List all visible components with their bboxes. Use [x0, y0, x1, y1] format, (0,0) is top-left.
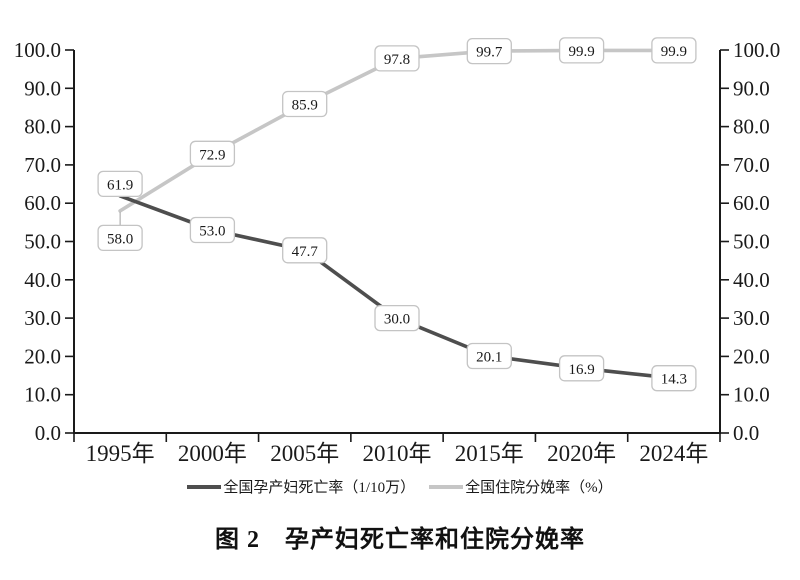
- chart-legend: 全国孕产妇死亡率（1/10万） 全国住院分娩率（%）: [0, 476, 800, 497]
- data-point-label: 61.9: [107, 177, 133, 193]
- y-tick-label-left: 100.0: [14, 38, 61, 62]
- y-tick-label-left: 70.0: [24, 153, 61, 177]
- x-tick-label: 2015年: [455, 441, 524, 466]
- data-point-label-box: [374, 45, 420, 72]
- data-point-label-box: [97, 170, 143, 198]
- y-tick-label-right: 20.0: [733, 344, 770, 368]
- data-point-label: 72.9: [199, 147, 225, 163]
- data-point-label-box: [282, 237, 328, 264]
- legend-item-hospital-delivery: 全国住院分娩率（%）: [429, 476, 613, 497]
- x-tick-label: 2010年: [363, 441, 432, 466]
- data-point-label: 14.3: [661, 372, 687, 388]
- chart-svg: 0.0 10.0 20.0 30.0 40.0 50.0 60.0 70.0 80.0 90.0 1…: [14, 37, 781, 466]
- y-tick-label-right: 30.0: [733, 306, 770, 330]
- data-point-label-box: [97, 224, 143, 252]
- data-point-label-box: [466, 37, 512, 65]
- y-tick-label-right: 50.0: [733, 230, 770, 254]
- data-point-label: 85.9: [292, 98, 318, 114]
- data-point-label-box: [558, 355, 605, 382]
- y-tick-label-left: 10.0: [24, 383, 61, 407]
- x-tick-label: 1995年: [86, 441, 155, 466]
- data-point-label: 16.9: [568, 362, 594, 378]
- y-tick-label-right: 40.0: [733, 268, 770, 292]
- y-tick-label-right: 60.0: [733, 191, 770, 215]
- data-labels-series-1: 58.0 72.9 85.9 97.8 99.7 99.9 99.9: [97, 37, 697, 252]
- y-tick-label-left: 40.0: [24, 268, 61, 292]
- y-tick-label-left: 50.0: [24, 230, 61, 254]
- y-tick-label-left: 0.0: [35, 421, 61, 445]
- y-tick-label-right: 70.0: [733, 153, 770, 177]
- legend-label-maternal-mortality: 全国孕产妇死亡率（1/10万）: [223, 480, 416, 496]
- data-point-label: 99.7: [476, 45, 503, 61]
- data-labels-series-0: 61.9 53.0 47.7 30.0 20.1 16.9 14.3: [97, 170, 697, 392]
- data-point-label: 30.0: [384, 312, 410, 328]
- figure-caption: 图 2 孕产妇死亡率和住院分娩率: [215, 527, 585, 553]
- series-line-hospital-delivery: [118, 48, 676, 213]
- y-tick-label-right: 0.0: [733, 421, 759, 445]
- legend-label-hospital-delivery: 全国住院分娩率（%）: [465, 480, 613, 496]
- data-point-label-box: [651, 37, 697, 64]
- axes: 0.0 10.0 20.0 30.0 40.0 50.0 60.0 70.0 80.0 90.0 1…: [14, 38, 781, 466]
- data-point-label: 20.1: [476, 350, 502, 366]
- data-point-label: 47.7: [292, 244, 319, 260]
- data-point-label: 99.9: [568, 44, 594, 60]
- y-tick-label-left: 80.0: [24, 115, 61, 139]
- data-point-label-box: [374, 304, 420, 332]
- y-tick-label-right: 100.0: [733, 38, 780, 62]
- legend-line-swatch-hospital-delivery: [429, 484, 464, 489]
- data-point-label-box: [189, 140, 236, 167]
- x-tick-label: 2000年: [178, 441, 247, 466]
- data-point-label-box: [189, 216, 236, 244]
- y-tick-label-left: 20.0: [24, 344, 61, 368]
- data-point-label-box: [466, 342, 512, 370]
- data-point-label: 99.9: [661, 44, 687, 60]
- y-tick-label-right: 10.0: [733, 383, 770, 407]
- data-point-label: 97.8: [384, 52, 410, 68]
- legend-line-swatch-mortality: [187, 484, 222, 489]
- data-point-label-box: [558, 37, 605, 64]
- x-tick-label: 2020年: [547, 441, 616, 466]
- y-tick-label-left: 60.0: [24, 191, 61, 215]
- data-point-label-box: [651, 365, 697, 392]
- x-tick-label: 2005年: [270, 441, 339, 466]
- data-point-label: 58.0: [107, 231, 133, 247]
- y-tick-label-right: 90.0: [733, 76, 770, 100]
- y-tick-label-left: 90.0: [24, 76, 61, 100]
- y-tick-label-right: 80.0: [733, 115, 770, 139]
- legend-item-maternal-mortality: 全国孕产妇死亡率（1/10万）: [187, 476, 415, 497]
- data-point-label-box: [282, 90, 328, 118]
- data-point-label: 53.0: [199, 224, 225, 240]
- x-tick-label: 2024年: [639, 441, 708, 466]
- y-tick-label-left: 30.0: [24, 306, 61, 330]
